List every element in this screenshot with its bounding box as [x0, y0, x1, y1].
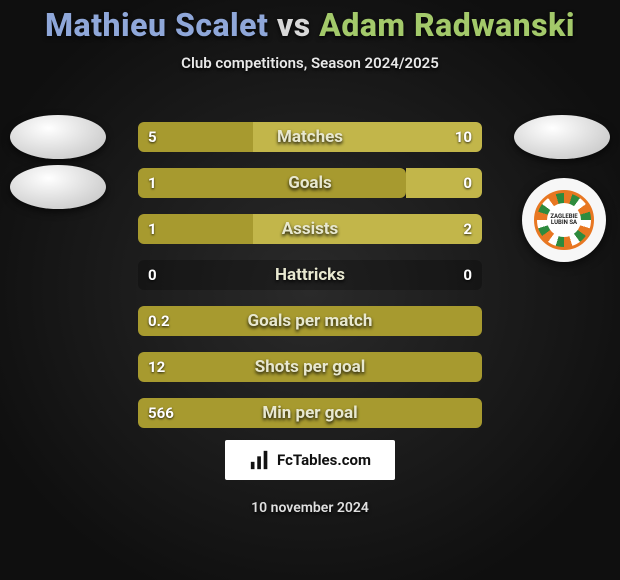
subtitle: Club competitions, Season 2024/2025	[0, 54, 620, 72]
stat-row: 00Hattricks	[138, 260, 482, 290]
date-text: 10 november 2024	[0, 500, 620, 516]
title-vs: vs	[277, 6, 311, 44]
stat-left-value: 12	[138, 352, 482, 382]
stat-row: 510Matches	[138, 122, 482, 152]
stat-row: 566Min per goal	[138, 398, 482, 428]
stat-right-value: 10	[253, 122, 482, 152]
brand-box[interactable]: FcTables.com	[225, 440, 395, 480]
stat-right-value: 0	[406, 168, 482, 198]
player-right-club-badge: ZAGLEBIE LUBIN SA	[522, 178, 606, 262]
stat-left-value: 1	[138, 168, 406, 198]
stat-row: 0.2Goals per match	[138, 306, 482, 336]
stat-right-value: 2	[253, 214, 482, 244]
player-left-avatar-1	[10, 115, 106, 159]
club-badge-label: ZAGLEBIE LUBIN SA	[547, 203, 581, 237]
stat-left-value: 566	[138, 398, 482, 428]
player-right-avatar-1	[514, 115, 610, 159]
title-right: Adam Radwanski	[319, 6, 575, 44]
page-title: Mathieu Scalet vs Adam Radwanski	[0, 0, 620, 44]
brand-text: FcTables.com	[277, 451, 371, 469]
stat-left-value: 5	[138, 122, 253, 152]
stat-left-value: 1	[138, 214, 253, 244]
player-left-avatar-2	[10, 165, 106, 209]
title-left: Mathieu Scalet	[45, 6, 268, 44]
stat-row: 12Shots per goal	[138, 352, 482, 382]
stat-left-value: 0	[138, 260, 310, 290]
chart-icon	[249, 449, 271, 471]
stat-row: 12Assists	[138, 214, 482, 244]
comparison-bars: 510Matches 10Goals 12Assists 00Hattricks 0.2…	[138, 122, 482, 444]
stat-left-value: 0.2	[138, 306, 482, 336]
stat-right-value: 0	[310, 260, 482, 290]
stat-row: 10Goals	[138, 168, 482, 198]
